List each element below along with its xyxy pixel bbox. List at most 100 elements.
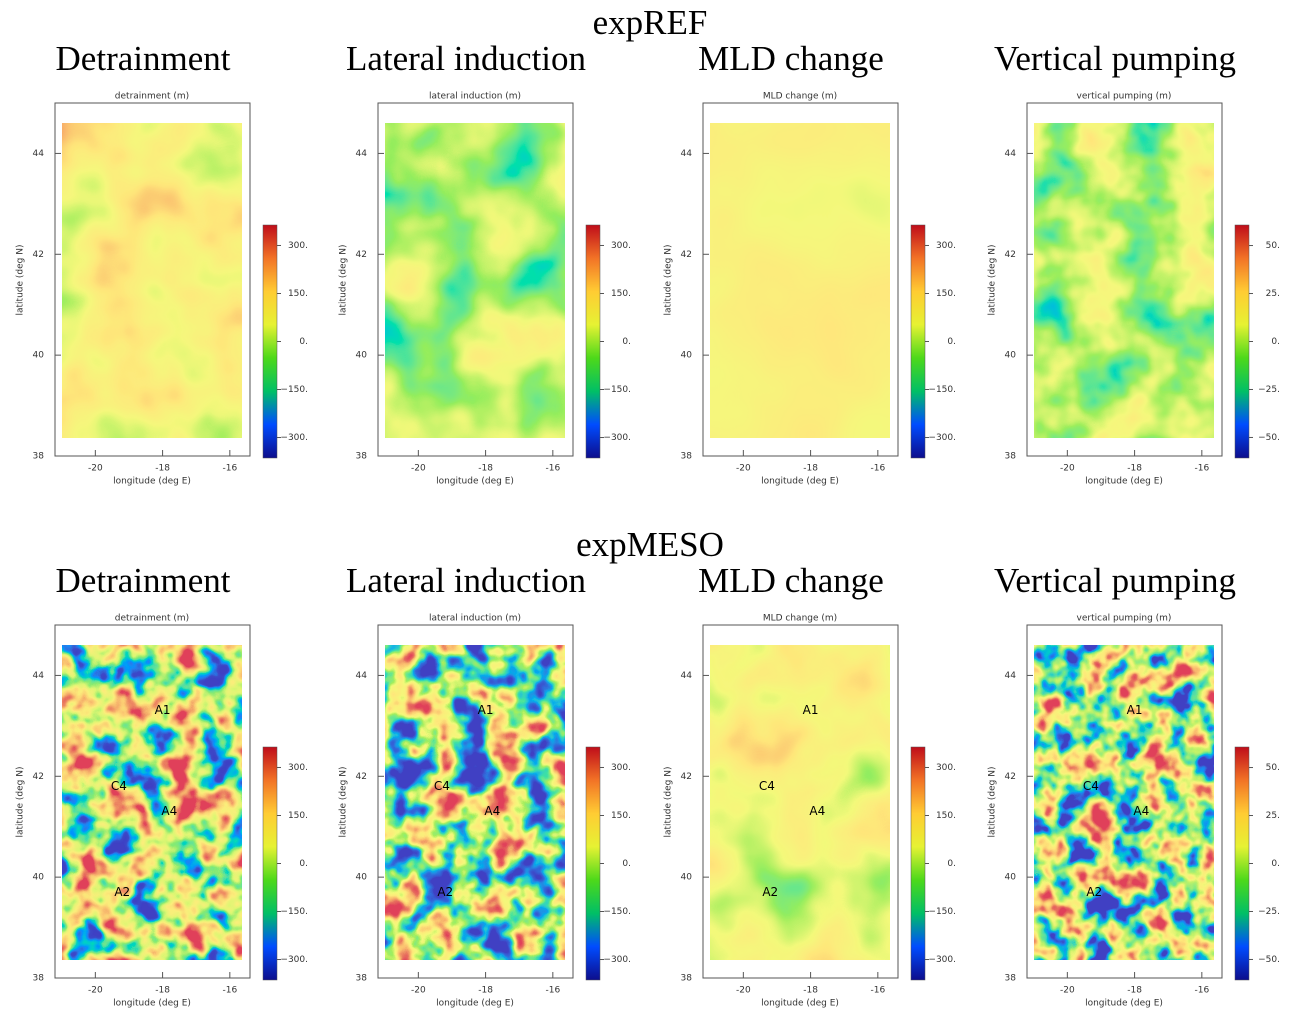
x-axis-label: longitude (deg E) — [761, 999, 839, 1009]
x-tick-label: -20 — [736, 986, 751, 996]
colorbar-tick-label: −150. — [603, 907, 631, 917]
panel-title: MLD change — [698, 39, 884, 78]
y-axis-label: latitude (deg N) — [16, 767, 26, 838]
annotation: A4 — [1133, 804, 1149, 818]
x-tick-label: -20 — [1060, 986, 1075, 996]
colorbar-tick-label: −50. — [1258, 433, 1280, 443]
y-tick-label: 42 — [681, 250, 692, 260]
x-axis-label: longitude (deg E) — [113, 999, 191, 1009]
colorbar — [585, 746, 601, 981]
y-tick-label: 42 — [1005, 772, 1016, 782]
plot-subtitle: detrainment (m) — [115, 614, 189, 624]
x-tick-label: -18 — [478, 986, 493, 996]
annotation: A2 — [437, 885, 453, 899]
y-tick-label: 38 — [33, 452, 45, 462]
colorbar-tick-label: 0. — [1271, 337, 1280, 347]
colorbar-tick-label: −150. — [280, 385, 308, 395]
plot-subtitle: lateral induction (m) — [429, 614, 521, 624]
y-tick-label: 42 — [1005, 250, 1016, 260]
annotation: A1 — [1127, 703, 1143, 717]
colorbar-tick-label: −150. — [603, 385, 631, 395]
x-axis-label: longitude (deg E) — [761, 477, 839, 487]
y-axis-label: latitude (deg N) — [339, 245, 349, 316]
plot-subtitle: lateral induction (m) — [429, 92, 521, 102]
colorbar-tick-label: 50. — [1266, 241, 1280, 251]
panel: MLD change MLD change (m) -20 -18 -16 38 40 42 4… — [664, 561, 957, 1008]
colorbar-tick-label: −300. — [603, 955, 631, 965]
panel: Vertical pumping vertical pumping (m) -20 -… — [988, 39, 1281, 486]
colorbar-tick-label: −50. — [1258, 955, 1280, 965]
x-axis-label: longitude (deg E) — [113, 477, 191, 487]
y-tick-label: 38 — [33, 974, 45, 984]
panel: Detrainment detrainment (m) -20 -18 -16 38 40 4… — [16, 39, 309, 486]
colorbar-tick-label: −300. — [280, 433, 308, 443]
colorbar-tick-label: 150. — [611, 289, 631, 299]
plot-subtitle: vertical pumping (m) — [1077, 92, 1172, 102]
y-tick-label: 40 — [681, 351, 693, 361]
colorbar-tick-label: 300. — [611, 763, 631, 773]
row-title: expREF — [593, 3, 708, 42]
x-tick-label: -18 — [803, 986, 818, 996]
y-tick-label: 44 — [33, 671, 45, 681]
annotation: A1 — [478, 703, 494, 717]
colorbar-tick-label: −300. — [603, 433, 631, 443]
colorbar-tick-label: 50. — [1266, 763, 1280, 773]
field — [385, 645, 565, 960]
field — [710, 645, 890, 960]
colorbar-tick-label: −300. — [928, 955, 956, 965]
colorbar-tick-label: −300. — [280, 955, 308, 965]
y-tick-label: 40 — [356, 351, 368, 361]
annotation: C4 — [759, 779, 775, 793]
colorbar — [585, 224, 601, 459]
panel: MLD change MLD change (m) -20 -18 -16 38 40 42 4… — [664, 39, 957, 486]
colorbar-tick-label: 300. — [936, 241, 956, 251]
annotation: C4 — [434, 779, 450, 793]
colorbar-tick-label: 25. — [1266, 811, 1280, 821]
x-tick-label: -16 — [1194, 464, 1209, 474]
frame — [54, 102, 251, 457]
y-tick-label: 38 — [681, 974, 693, 984]
y-tick-label: 44 — [356, 149, 368, 159]
x-tick-label: -20 — [736, 464, 751, 474]
plot-subtitle: detrainment (m) — [115, 92, 189, 102]
y-tick-label: 42 — [681, 772, 692, 782]
annotation: A4 — [161, 804, 177, 818]
colorbar — [262, 224, 278, 459]
x-tick-label: -16 — [870, 986, 885, 996]
field — [385, 123, 565, 438]
colorbar — [1234, 224, 1250, 459]
field — [710, 123, 890, 438]
panel: Vertical pumping vertical pumping (m) -20 -… — [988, 561, 1281, 1008]
y-tick-label: 44 — [33, 149, 45, 159]
plot-subtitle: MLD change (m) — [763, 92, 837, 102]
y-tick-label: 40 — [681, 873, 693, 883]
colorbar-tick-label: 0. — [947, 859, 956, 869]
y-axis-label: latitude (deg N) — [16, 245, 26, 316]
x-tick-label: -16 — [222, 464, 237, 474]
y-axis-label: latitude (deg N) — [988, 767, 998, 838]
y-tick-label: 40 — [1005, 351, 1017, 361]
y-tick-label: 42 — [356, 772, 367, 782]
colorbar-tick-label: 25. — [1266, 289, 1280, 299]
annotation: C4 — [1083, 779, 1099, 793]
y-tick-label: 38 — [356, 452, 368, 462]
y-tick-label: 40 — [356, 873, 368, 883]
annotation: A1 — [155, 703, 171, 717]
colorbar — [1234, 746, 1250, 981]
colorbar — [910, 746, 926, 981]
field — [62, 123, 242, 438]
frame — [1026, 624, 1223, 979]
colorbar-tick-label: 150. — [936, 811, 956, 821]
frame — [1026, 102, 1223, 457]
x-axis-label: longitude (deg E) — [1085, 999, 1163, 1009]
y-tick-label: 40 — [33, 873, 45, 883]
y-tick-label: 44 — [1005, 149, 1017, 159]
frame — [377, 624, 574, 979]
x-tick-label: -16 — [545, 464, 560, 474]
x-tick-label: -20 — [1060, 464, 1075, 474]
colorbar-tick-label: 300. — [288, 763, 308, 773]
panel-title: MLD change — [698, 561, 884, 600]
x-tick-label: -18 — [1127, 464, 1142, 474]
annotation: A2 — [1086, 885, 1102, 899]
